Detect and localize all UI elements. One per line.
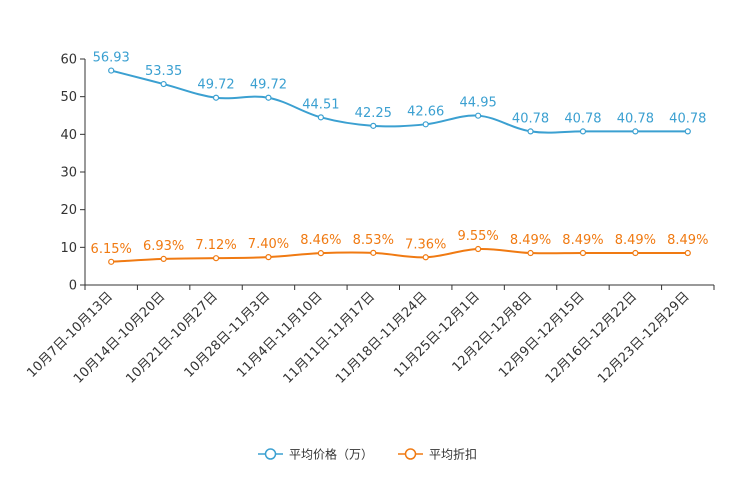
x-tick-label: 12月16日-12月22日 [543,289,640,386]
data-label: 6.15% [91,242,132,257]
data-point [475,245,482,253]
y-tick-label: 10 [60,241,77,256]
y-tick-label: 0 [69,279,77,294]
data-point [632,128,639,135]
y-tick-label: 60 [60,53,77,68]
data-point [317,250,324,257]
data-label: 8.49% [615,233,656,248]
legend-item-avg-price: 平均价格（万） [258,447,373,462]
data-label: 40.78 [669,111,706,126]
data-point [370,249,377,256]
data-point [160,255,167,262]
data-label: 49.72 [250,78,287,93]
data-point [317,114,324,121]
legend-marker [404,448,417,460]
series-avg-price: 56.93 53.35 49.72 49.72 44.51 42.25 42.66 44.95… [93,51,706,135]
data-point [684,249,691,257]
y-tick-label: 50 [60,90,77,105]
data-point [579,128,587,135]
data-point [475,112,482,119]
x-tick-label: 11月18日-11月24日 [333,289,430,386]
data-point [108,67,115,74]
legend-label: 平均价格（万） [289,447,373,462]
data-label: 8.49% [510,233,551,248]
series-line [110,69,688,134]
x-tick-label: 10月7日-10月13日 [24,289,116,381]
data-label: 40.78 [564,111,601,126]
data-point [422,254,429,261]
y-tick-label: 30 [60,166,77,181]
x-tick-label: 10月21日-10月27日 [123,289,220,386]
data-label: 8.53% [353,233,394,248]
x-tick-label: 10月14日-10月20日 [71,289,168,386]
data-label: 7.40% [248,237,289,252]
y-tick-label: 40 [60,128,77,143]
data-point [684,128,691,135]
data-label: 40.78 [617,111,654,126]
data-point [265,254,272,261]
data-label: 49.72 [197,78,234,93]
series-avg-discount: 6.15% 6.93% 7.12% 7.40% 8.46% 8.53% 7.36% 9.55%… [91,229,708,265]
series-layer: 56.93 53.35 49.72 49.72 44.51 42.25 42.66 44.95… [91,51,708,265]
data-label: 8.46% [300,233,341,248]
y-tick-label: 20 [60,203,77,218]
data-label: 53.35 [145,64,182,79]
data-label: 6.93% [143,239,184,254]
data-point [527,249,534,257]
data-point [212,255,220,262]
data-point [632,249,639,257]
data-point [370,122,377,129]
data-label: 7.12% [195,238,236,253]
data-point [108,258,115,265]
legend: 平均价格（万） 平均折扣 [258,447,477,462]
data-label: 8.49% [667,233,708,248]
data-point [212,94,220,101]
data-point [422,121,429,128]
data-point [579,249,587,257]
data-label: 42.25 [355,106,392,121]
data-label: 7.36% [405,237,446,252]
data-label: 42.66 [407,104,444,119]
data-label: 44.51 [302,97,339,112]
data-label: 44.95 [460,96,497,111]
x-tick-label: 11月11日-11月17日 [281,289,378,386]
data-label: 9.55% [457,229,498,244]
axes: 0 10 20 30 40 50 60 10月7日-10月13日10月14日-10月20日10… [24,53,715,387]
legend-label: 平均折扣 [429,447,477,462]
x-tick-label: 12月23日-12月29日 [595,289,692,386]
data-label: 40.78 [512,111,549,126]
series-line [111,247,688,263]
data-point [265,94,272,101]
legend-item-avg-discount: 平均折扣 [398,447,477,462]
data-point [160,80,167,88]
data-label: 8.49% [562,233,603,248]
data-label: 56.93 [93,51,130,66]
data-point [527,128,534,135]
legend-marker [264,448,277,460]
